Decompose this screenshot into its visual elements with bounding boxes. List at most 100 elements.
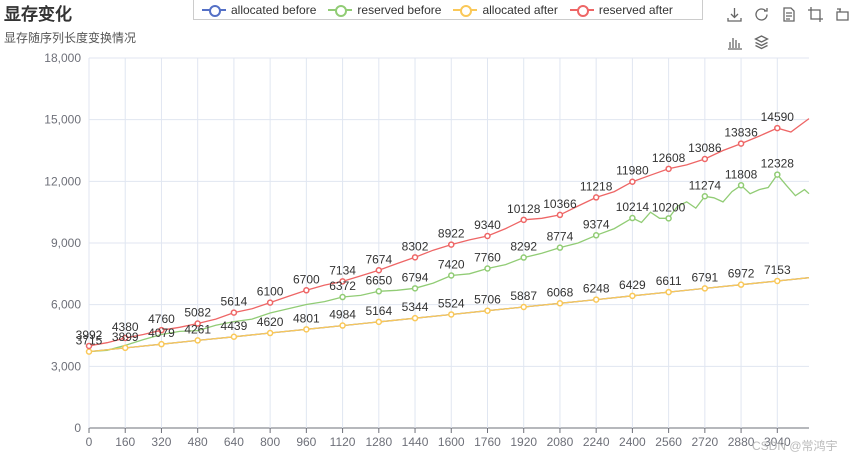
data-label-2: 5344 <box>402 300 429 314</box>
data-label-3: 13086 <box>688 141 722 155</box>
toolbox-row-2 <box>726 34 770 51</box>
legend-item-1[interactable]: reserved before <box>328 3 441 17</box>
download-icon[interactable] <box>726 6 743 23</box>
data-label-3: 14590 <box>761 110 795 124</box>
data-point-2 <box>303 326 310 333</box>
data-point-2 <box>556 300 564 307</box>
y-tick-label: 3,000 <box>51 359 81 373</box>
data-label-2: 3715 <box>76 334 103 348</box>
x-tick-label: 2720 <box>691 435 718 449</box>
data-label-3: 6100 <box>257 285 284 299</box>
data-point-3 <box>266 299 274 306</box>
data-point-1 <box>774 171 781 178</box>
data-point-1 <box>629 214 636 222</box>
data-point-1 <box>484 265 491 272</box>
x-tick-label: 1280 <box>365 435 392 449</box>
data-point-2 <box>375 318 383 326</box>
data-point-3 <box>411 254 419 261</box>
legend-item-0[interactable]: allocated before <box>202 3 316 17</box>
data-point-3 <box>303 287 310 294</box>
zoom-reset-icon[interactable] <box>834 6 851 23</box>
data-label-1: 6794 <box>402 270 429 284</box>
data-label-2: 6791 <box>691 270 718 284</box>
data-label-2: 6972 <box>728 267 755 281</box>
data-point-3 <box>629 178 636 185</box>
data-label-3: 12608 <box>652 151 686 165</box>
data-label-2: 4984 <box>329 308 356 322</box>
data-label-3: 5082 <box>184 306 211 320</box>
stack-icon[interactable] <box>753 34 770 51</box>
data-label-3: 13836 <box>724 126 758 140</box>
refresh-icon[interactable] <box>753 6 770 23</box>
data-label-2: 4079 <box>148 326 175 340</box>
data-point-3 <box>556 211 564 219</box>
data-label-3: 6700 <box>293 272 320 286</box>
data-label-2: 4801 <box>293 311 320 325</box>
data-label-3: 11980 <box>616 164 649 178</box>
data-point-2 <box>665 288 672 296</box>
data-label-3: 7674 <box>365 252 392 266</box>
data-point-1 <box>701 193 709 200</box>
data-label-3: 3992 <box>76 328 103 342</box>
legend-label: allocated after <box>482 2 558 17</box>
data-label-2: 5887 <box>510 289 537 303</box>
data-label-1: 9374 <box>583 217 610 231</box>
data-point-2 <box>701 285 709 292</box>
series-line-1 <box>88 173 810 353</box>
x-tick-label: 1920 <box>510 435 537 449</box>
data-point-3 <box>375 267 383 274</box>
x-tick-label: 2080 <box>547 435 574 449</box>
data-label-1: 10214 <box>616 200 650 214</box>
data-label-1: 11274 <box>689 178 722 192</box>
data-point-3 <box>665 165 672 173</box>
data-label-3: 9340 <box>474 218 501 232</box>
data-point-2 <box>121 344 129 352</box>
x-tick-label: 800 <box>260 435 280 449</box>
y-tick-label: 15,000 <box>44 113 81 127</box>
legend-symbol <box>569 4 594 17</box>
bar-chart-icon[interactable] <box>726 34 743 51</box>
data-label-3: 5614 <box>221 295 248 309</box>
x-tick-label: 2400 <box>619 435 646 449</box>
data-label-3: 8922 <box>438 227 465 241</box>
data-point-1 <box>556 244 564 251</box>
data-point-2 <box>484 307 491 314</box>
data-point-2 <box>629 292 636 300</box>
chart-subtitle: 显存随序列长度变换情况 <box>4 31 137 45</box>
legend-item-3[interactable]: reserved after <box>569 2 673 17</box>
data-point-1 <box>592 232 600 239</box>
data-point-3 <box>339 278 346 285</box>
data-label-2: 6248 <box>583 282 610 296</box>
data-point-1 <box>339 293 346 301</box>
x-tick-label: 160 <box>115 435 135 449</box>
data-label-1: 10200 <box>652 200 686 214</box>
data-point-2 <box>194 337 201 344</box>
x-tick-label: 1440 <box>402 435 429 449</box>
x-tick-label: 1760 <box>474 435 501 449</box>
legend-item-2[interactable]: allocated after <box>453 2 558 17</box>
x-tick-label: 960 <box>296 435 316 449</box>
zoom-icon[interactable] <box>807 6 824 23</box>
data-label-2: 7153 <box>764 263 791 277</box>
data-view-icon[interactable] <box>780 6 797 23</box>
data-label-3: 4760 <box>148 312 175 326</box>
x-tick-label: 2240 <box>583 435 610 449</box>
data-label-2: 3899 <box>112 330 139 344</box>
data-label-1: 6650 <box>365 273 392 287</box>
legend-label: reserved after <box>598 2 673 17</box>
y-tick-label: 12,000 <box>44 174 81 188</box>
data-point-3 <box>774 124 781 132</box>
x-tick-label: 480 <box>188 435 208 449</box>
x-tick-label: 1120 <box>330 435 356 449</box>
data-point-1 <box>411 285 419 292</box>
data-label-1: 7760 <box>474 250 501 264</box>
data-point-2 <box>230 333 238 341</box>
data-label-3: 10366 <box>543 197 577 211</box>
x-tick-label: 640 <box>224 435 244 449</box>
data-point-2 <box>266 329 274 337</box>
x-tick-label: 2880 <box>728 435 755 449</box>
data-point-1 <box>375 288 383 295</box>
y-tick-label: 9,000 <box>51 236 81 250</box>
data-label-1: 8292 <box>510 240 537 254</box>
